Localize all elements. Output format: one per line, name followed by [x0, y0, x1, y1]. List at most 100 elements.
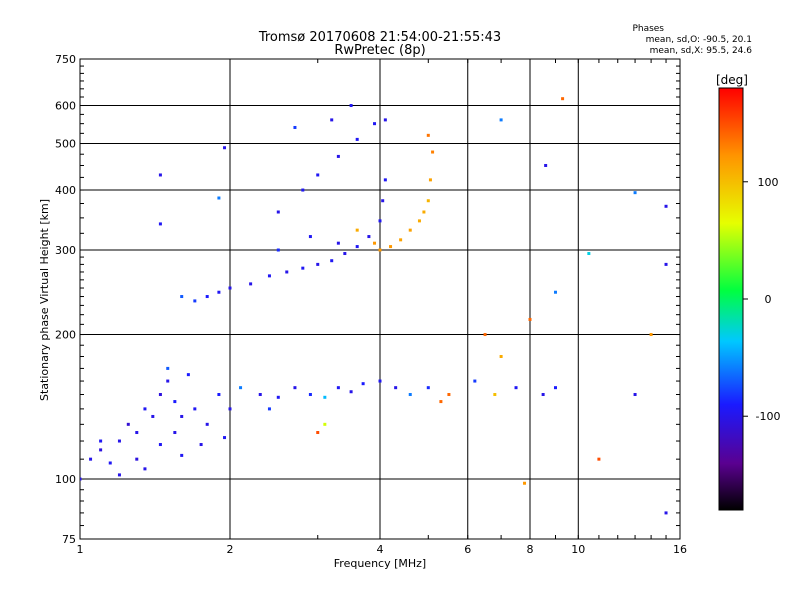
- data-point: [355, 137, 359, 141]
- data-point: [378, 379, 382, 383]
- data-point: [193, 299, 197, 303]
- data-point: [336, 241, 340, 245]
- data-point: [499, 118, 503, 122]
- data-point: [483, 333, 487, 337]
- data-point: [293, 125, 297, 129]
- data-point: [361, 382, 365, 386]
- phases-heading: Phases: [632, 24, 664, 34]
- data-point: [473, 379, 477, 383]
- data-point: [528, 317, 532, 321]
- data-point: [228, 407, 232, 411]
- data-point: [323, 422, 327, 426]
- data-point: [239, 386, 243, 390]
- data-point: [99, 439, 103, 443]
- x-tick-label: 16: [673, 543, 687, 556]
- data-point: [158, 222, 162, 226]
- data-point: [223, 436, 227, 440]
- colorbar: [718, 87, 744, 511]
- data-point: [431, 150, 435, 154]
- y-tick-label: 500: [55, 138, 76, 151]
- data-point: [597, 457, 601, 461]
- axis-ticks: [79, 59, 680, 539]
- data-point: [553, 386, 557, 390]
- chart-subtitle: RwPretec (8p): [334, 43, 425, 58]
- x-tick-label: 4: [377, 543, 384, 556]
- data-point: [249, 282, 253, 286]
- data-point: [378, 248, 382, 252]
- data-point: [355, 228, 359, 232]
- data-point: [180, 414, 184, 418]
- data-point: [355, 245, 359, 249]
- data-point: [664, 262, 668, 266]
- data-point: [316, 173, 320, 177]
- data-point: [117, 439, 121, 443]
- data-point: [664, 204, 668, 208]
- data-point: [493, 393, 497, 397]
- y-tick-label: 750: [55, 53, 76, 66]
- data-point: [308, 393, 312, 397]
- data-point: [173, 431, 177, 435]
- data-point: [544, 163, 548, 167]
- data-point: [381, 199, 385, 203]
- data-point: [323, 395, 327, 399]
- data-point: [80, 477, 82, 481]
- data-point: [422, 210, 426, 214]
- data-point: [499, 354, 503, 358]
- data-point: [389, 245, 393, 249]
- x-tick-label: 10: [571, 543, 585, 556]
- data-point: [267, 274, 271, 278]
- data-point: [180, 295, 184, 299]
- data-point: [180, 453, 184, 457]
- data-point: [205, 295, 209, 299]
- data-point: [373, 122, 377, 126]
- y-tick-label: 600: [55, 100, 76, 113]
- data-point: [428, 178, 432, 182]
- data-point: [301, 188, 305, 192]
- x-axis-label: Frequency [MHz]: [334, 557, 426, 570]
- data-point: [151, 414, 155, 418]
- data-point: [158, 443, 162, 447]
- data-point: [285, 270, 289, 274]
- y-tick-label: 200: [55, 329, 76, 342]
- data-point: [394, 386, 398, 390]
- data-point: [276, 248, 280, 252]
- data-point: [276, 210, 280, 214]
- data-point: [217, 196, 221, 200]
- data-point: [553, 290, 557, 294]
- y-axis-label: Stationary phase Virtual Height [km]: [38, 199, 51, 401]
- phase-stats-x: mean, sd,X: 95.5, 24.6: [650, 46, 753, 56]
- data-point: [223, 146, 227, 150]
- data-point: [276, 395, 280, 399]
- data-point: [561, 97, 565, 101]
- data-point: [193, 407, 197, 411]
- data-point: [316, 431, 320, 435]
- data-point: [378, 219, 382, 223]
- data-point: [267, 407, 271, 411]
- x-tick-label: 2: [227, 543, 234, 556]
- data-point: [349, 390, 353, 394]
- data-point: [205, 422, 209, 426]
- x-tick-label: 1: [77, 543, 84, 556]
- colorbar-tick-label: 100: [758, 176, 779, 189]
- data-point: [349, 104, 353, 108]
- data-point: [633, 191, 637, 195]
- data-point: [316, 262, 320, 266]
- data-point: [330, 118, 334, 122]
- data-point: [383, 178, 387, 182]
- data-point: [373, 241, 377, 245]
- data-point: [186, 373, 190, 377]
- data-point: [143, 407, 147, 411]
- phase-stats-o: mean, sd,O: -90.5, 20.1: [646, 35, 752, 45]
- data-point: [158, 173, 162, 177]
- chart-title: Tromsø 20170608 21:54:00-21:55:43: [258, 30, 501, 45]
- colorbar-ticks: 100 0 -100: [743, 176, 780, 423]
- data-point: [228, 286, 232, 290]
- data-point: [173, 400, 177, 404]
- data-point: [117, 473, 121, 477]
- data-point: [301, 266, 305, 270]
- data-point: [143, 467, 147, 471]
- data-point: [541, 393, 545, 397]
- data-point: [89, 457, 93, 461]
- x-tick-label: 8: [527, 543, 534, 556]
